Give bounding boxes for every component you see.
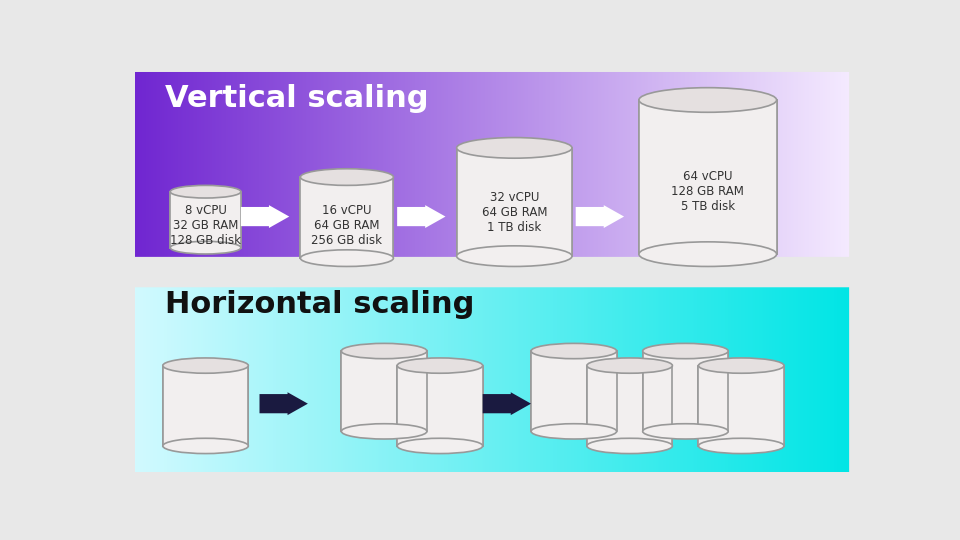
Ellipse shape	[457, 138, 572, 158]
Bar	[170, 192, 241, 248]
Ellipse shape	[587, 358, 672, 373]
Bar	[639, 100, 777, 254]
Ellipse shape	[639, 242, 777, 266]
Text: Vertical scaling: Vertical scaling	[165, 84, 428, 113]
Bar	[163, 366, 249, 446]
Ellipse shape	[342, 424, 427, 439]
Polygon shape	[483, 392, 531, 415]
Bar	[642, 351, 729, 431]
Ellipse shape	[300, 250, 394, 266]
Ellipse shape	[699, 358, 784, 373]
Ellipse shape	[457, 246, 572, 266]
Bar	[342, 351, 427, 431]
Ellipse shape	[300, 168, 394, 185]
Ellipse shape	[699, 438, 784, 454]
Bar	[342, 351, 427, 431]
Ellipse shape	[163, 438, 249, 454]
Text: 16 vCPU
64 GB RAM
256 GB disk: 16 vCPU 64 GB RAM 256 GB disk	[311, 204, 382, 247]
Polygon shape	[241, 205, 289, 228]
Bar	[457, 148, 572, 256]
Ellipse shape	[531, 424, 616, 439]
Bar	[531, 351, 616, 431]
Bar	[587, 366, 672, 446]
Ellipse shape	[587, 438, 672, 454]
Bar	[642, 351, 729, 431]
Ellipse shape	[163, 358, 249, 373]
Text: 64 vCPU
128 GB RAM
5 TB disk: 64 vCPU 128 GB RAM 5 TB disk	[671, 170, 744, 213]
Bar	[397, 366, 483, 446]
Ellipse shape	[642, 424, 729, 439]
Bar	[170, 192, 241, 248]
Polygon shape	[576, 205, 624, 228]
Bar	[699, 366, 784, 446]
Polygon shape	[397, 205, 445, 228]
Bar	[163, 366, 249, 446]
Bar	[397, 366, 483, 446]
Bar	[639, 100, 777, 254]
Ellipse shape	[397, 438, 483, 454]
Ellipse shape	[170, 185, 241, 198]
Bar	[457, 148, 572, 256]
Bar	[300, 177, 394, 258]
Ellipse shape	[642, 343, 729, 359]
Bar	[587, 366, 672, 446]
Text: 8 vCPU
32 GB RAM
128 GB disk: 8 vCPU 32 GB RAM 128 GB disk	[170, 204, 241, 247]
Polygon shape	[259, 392, 308, 415]
Bar	[699, 366, 784, 446]
Text: 32 vCPU
64 GB RAM
1 TB disk: 32 vCPU 64 GB RAM 1 TB disk	[482, 191, 547, 234]
Bar	[531, 351, 616, 431]
Ellipse shape	[342, 343, 427, 359]
Ellipse shape	[397, 358, 483, 373]
Ellipse shape	[639, 87, 777, 112]
Bar	[300, 177, 394, 258]
Text: Horizontal scaling: Horizontal scaling	[165, 290, 474, 319]
Ellipse shape	[170, 241, 241, 254]
Ellipse shape	[531, 343, 616, 359]
